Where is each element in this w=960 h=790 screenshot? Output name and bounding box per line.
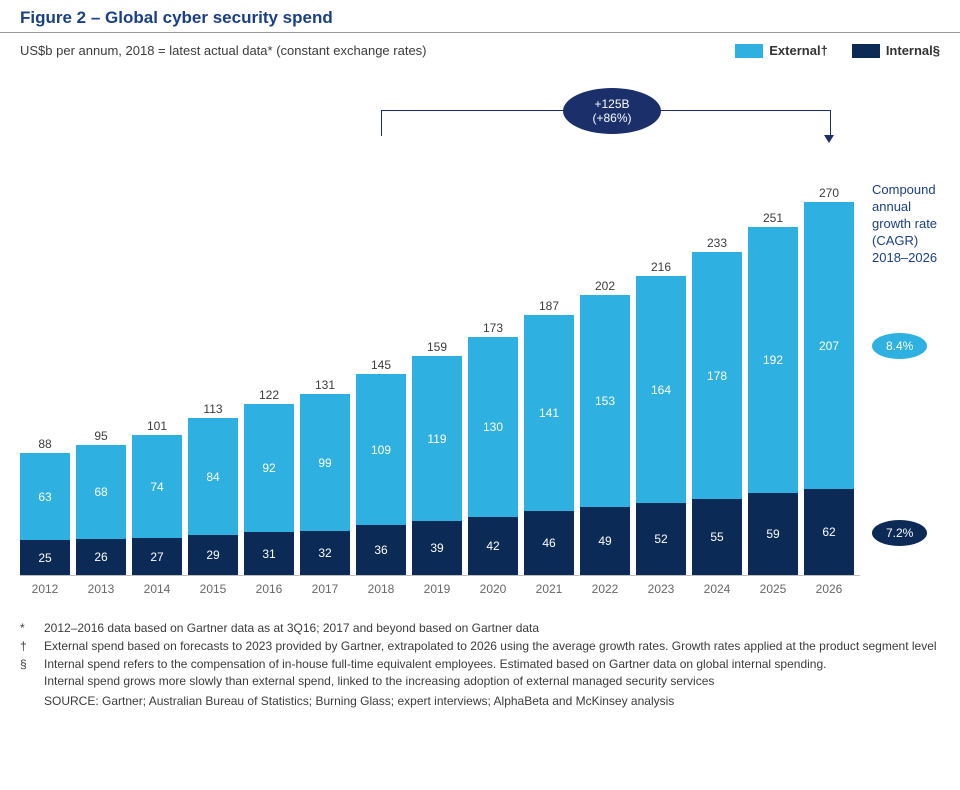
figure-title: Figure 2 – Global cyber security spend (20, 8, 940, 28)
x-axis-label: 2012 (20, 582, 70, 596)
callout-arrow-icon (824, 135, 834, 143)
bar-total-label: 173 (483, 321, 503, 335)
bar-segment-internal: 46 (524, 511, 574, 575)
bar-col: 251 19259 (748, 211, 798, 575)
x-axis-label: 2014 (132, 582, 182, 596)
callout-line1: +125B (594, 97, 629, 111)
bar-segment-external: 153 (580, 295, 630, 507)
bar-segment-internal: 32 (300, 531, 350, 575)
x-axis-label: 2015 (188, 582, 238, 596)
bar-segment-external: 130 (468, 337, 518, 517)
bar-segment-external: 92 (244, 404, 294, 532)
bar-col: 202 15349 (580, 279, 630, 575)
bar-total-label: 216 (651, 260, 671, 274)
bar-segment-internal: 49 (580, 507, 630, 575)
footnote-symbol-star: * (20, 620, 34, 636)
footnote-star: 2012–2016 data based on Gartner data as … (44, 620, 539, 636)
bar-col: 216 16452 (636, 260, 686, 575)
bar-segment-internal: 31 (244, 532, 294, 575)
bar-col: 88 6325 (20, 437, 70, 575)
bar-total-label: 88 (38, 437, 51, 451)
x-axis-label: 2020 (468, 582, 518, 596)
bar-segment-internal: 27 (132, 538, 182, 575)
bar-segment-internal: 36 (356, 525, 406, 575)
bar-segment-internal: 52 (636, 503, 686, 575)
bar-total-label: 131 (315, 378, 335, 392)
bar-segment-external: 99 (300, 394, 350, 531)
x-axis-label: 2022 (580, 582, 630, 596)
x-axis-label: 2023 (636, 582, 686, 596)
bar-segment-external: 68 (76, 445, 126, 539)
x-axis-label: 2019 (412, 582, 462, 596)
legend-swatch-internal (852, 44, 880, 58)
bar-segment-internal: 55 (692, 499, 742, 575)
bar-col: 122 9231 (244, 388, 294, 575)
bar-col: 187 14146 (524, 299, 574, 575)
chart-area: 88 6325 95 6826 101 7427 113 8429 122 9231 131 9932… (20, 145, 940, 615)
bar-col: 101 7427 (132, 419, 182, 575)
bar-col: 131 9932 (300, 378, 350, 575)
bar-col: 173 13042 (468, 321, 518, 575)
footnote-source: SOURCE: Gartner; Australian Bureau of St… (44, 693, 674, 709)
bar-total-label: 122 (259, 388, 279, 402)
bar-segment-external: 192 (748, 227, 798, 493)
cagr-pill-external: 8.4% (872, 333, 927, 359)
x-axis-label: 2016 (244, 582, 294, 596)
footnote-symbol-dagger: † (20, 638, 34, 654)
bar-total-label: 145 (371, 358, 391, 372)
bar-segment-internal: 59 (748, 493, 798, 575)
bar-segment-internal: 39 (412, 521, 462, 575)
bar-segment-external: 207 (804, 202, 854, 489)
bar-segment-external: 164 (636, 276, 686, 503)
bar-total-label: 187 (539, 299, 559, 313)
bar-col: 233 17855 (692, 236, 742, 575)
bar-segment-internal: 42 (468, 517, 518, 575)
bar-segment-external: 63 (20, 453, 70, 540)
footnote-section-b: Internal spend grows more slowly than ex… (44, 673, 826, 689)
legend: External† Internal§ (735, 43, 940, 58)
bar-segment-internal: 29 (188, 535, 238, 575)
bar-total-label: 251 (763, 211, 783, 225)
bar-col: 270 20762 (804, 186, 854, 575)
bar-col: 145 10936 (356, 358, 406, 575)
x-axis-label: 2026 (804, 582, 854, 596)
legend-label-external: External† (769, 43, 828, 58)
bar-total-label: 113 (203, 402, 222, 416)
x-axis-label: 2025 (748, 582, 798, 596)
bar-col: 95 6826 (76, 429, 126, 575)
footnote-symbol-section: § (20, 656, 34, 688)
bar-total-label: 233 (707, 236, 727, 250)
footnote-dagger: External spend based on forecasts to 202… (44, 638, 937, 654)
bar-segment-external: 178 (692, 252, 742, 499)
bar-total-label: 101 (147, 419, 167, 433)
bar-segment-internal: 26 (76, 539, 126, 575)
bar-segment-internal: 62 (804, 489, 854, 575)
bar-segment-internal: 25 (20, 540, 70, 575)
legend-swatch-external (735, 44, 763, 58)
cagr-heading: Compound annual growth rate (CAGR) 2018–… (872, 182, 952, 266)
x-axis-label: 2024 (692, 582, 742, 596)
bar-segment-external: 141 (524, 315, 574, 511)
bar-total-label: 270 (819, 186, 839, 200)
bar-segment-external: 84 (188, 418, 238, 535)
x-axis-label: 2021 (524, 582, 574, 596)
footnotes: * 2012–2016 data based on Gartner data a… (20, 620, 940, 711)
bar-segment-external: 119 (412, 356, 462, 521)
bar-total-label: 159 (427, 340, 447, 354)
bar-segment-external: 109 (356, 374, 406, 525)
callout-line2: (+86%) (592, 111, 631, 125)
bar-col: 113 8429 (188, 402, 238, 575)
cagr-pill-internal: 7.2% (872, 520, 927, 546)
bar-total-label: 95 (94, 429, 107, 443)
callout-oval: +125B (+86%) (563, 88, 661, 134)
x-axis-label: 2017 (300, 582, 350, 596)
x-axis-label: 2013 (76, 582, 126, 596)
bar-segment-external: 74 (132, 435, 182, 538)
x-axis-label: 2018 (356, 582, 406, 596)
legend-label-internal: Internal§ (886, 43, 940, 58)
bar-total-label: 202 (595, 279, 615, 293)
bar-col: 159 11939 (412, 340, 462, 575)
footnote-section-a: Internal spend refers to the compensatio… (44, 656, 826, 672)
figure-subtitle: US$b per annum, 2018 = latest actual dat… (20, 43, 427, 58)
